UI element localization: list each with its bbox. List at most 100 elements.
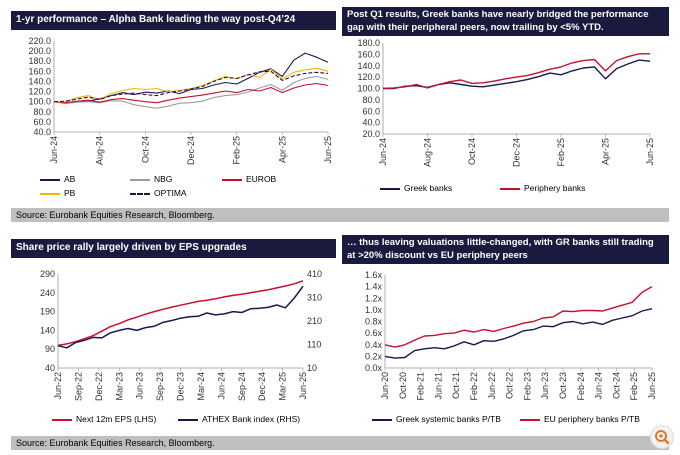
- x-tick-label: Jun-23: [540, 372, 550, 400]
- series-line-next-12m-eps-lhs-: [57, 280, 304, 347]
- y-tick-label: 120.0: [28, 87, 51, 97]
- x-tick-label: Jun-24: [594, 372, 604, 400]
- x-tick-label: Oct-24: [467, 138, 477, 165]
- legend-label: EU periphery banks P/TB: [544, 414, 640, 424]
- y-tick-label: 0.6x: [365, 328, 383, 338]
- y-tick-label: 160.0: [357, 49, 380, 59]
- x-tick-label: Dec-23: [176, 372, 186, 401]
- legend-label: OPTIMA: [154, 188, 187, 198]
- x-tick-label: Sep-24: [237, 372, 247, 401]
- y-tick-label: 0.8x: [365, 317, 383, 327]
- legend-item-athex: ATHEX Bank index (RHS): [178, 414, 300, 424]
- y-tick-label: 1.6x: [365, 270, 383, 280]
- legend-item-greek-ptb: Greek systemic banks P/TB: [372, 414, 501, 424]
- y-right-tick-label: 310: [307, 293, 322, 303]
- x-tick-label: Jun-20: [380, 372, 390, 400]
- legend-label: Greek banks: [404, 183, 453, 193]
- zoom-icon[interactable]: [650, 425, 674, 449]
- legend: Next 12m EPS (LHS) ATHEX Bank index (RHS…: [52, 414, 342, 428]
- y-tick-label: 1.2x: [365, 293, 383, 303]
- legend-label: Next 12m EPS (LHS): [76, 414, 157, 424]
- legend: Greek banks Periphery banks: [380, 183, 660, 197]
- y-tick-label: 40.0: [33, 127, 51, 137]
- legend: Greek systemic banks P/TB EU periphery b…: [372, 414, 672, 428]
- x-tick-label: Oct-24: [611, 372, 621, 399]
- legend-label: PB: [64, 188, 76, 198]
- legend-label: Greek systemic banks P/TB: [396, 414, 501, 424]
- y-tick-label: 60.0: [362, 106, 380, 116]
- x-tick-label: Oct-21: [451, 372, 461, 399]
- y-tick-label: 90: [45, 344, 55, 354]
- legend-swatch: [52, 418, 72, 421]
- series-line-eu-periphery-banks-p-tb: [384, 285, 653, 348]
- legend-swatch: [380, 187, 400, 190]
- x-tick-label: Dec-22: [94, 372, 104, 401]
- legend-label: EUROB: [246, 174, 277, 184]
- legend-swatch: [520, 418, 540, 421]
- y-tick-label: 290: [40, 269, 55, 279]
- y-tick-label: 160.0: [28, 66, 51, 76]
- x-tick-label: Feb-21: [416, 372, 426, 401]
- x-tick-label: Jun-24: [378, 138, 388, 166]
- legend-item-ab: AB: [40, 174, 75, 184]
- y-tick-label: 190: [40, 307, 55, 317]
- x-tick-label: Jun-25: [645, 138, 655, 166]
- legend-swatch: [372, 418, 392, 421]
- y-tick-label: 0.2x: [365, 351, 383, 361]
- legend-label: NBG: [154, 174, 173, 184]
- legend-item-optima: OPTIMA: [130, 188, 187, 198]
- y-tick-label: 180.0: [357, 38, 380, 48]
- x-tick-label: Oct-22: [505, 372, 515, 399]
- panel-title: Share price rally largely driven by EPS …: [11, 239, 336, 258]
- x-tick-label: Sep-23: [155, 372, 165, 401]
- x-tick-label: Mar-23: [114, 372, 124, 401]
- x-tick-label: Sep-22: [73, 372, 83, 401]
- panel-title: 1-yr performance – Alpha Bank leading th…: [11, 11, 336, 30]
- x-tick-label: Feb-23: [522, 372, 532, 401]
- x-tick-label: Dec-24: [186, 136, 196, 165]
- x-tick-label: Jun-22: [53, 372, 63, 400]
- y-tick-label: 120.0: [357, 72, 380, 82]
- x-tick-label: Feb-22: [469, 372, 479, 401]
- x-tick-label: Jun-25: [647, 372, 657, 400]
- legend-swatch: [500, 187, 520, 190]
- y-tick-label: 40: [45, 363, 55, 373]
- y-tick-label: 0.4x: [365, 340, 383, 350]
- y-tick-label: 1.0x: [365, 305, 383, 315]
- panel-title: … thus leaving valuations little-changed…: [342, 235, 669, 264]
- x-tick-label: Jun-21: [433, 372, 443, 400]
- x-tick-label: Jun-23: [135, 372, 145, 400]
- y-tick-label: 180.0: [28, 56, 51, 66]
- y-tick-label: 80.0: [33, 107, 51, 117]
- series-line-periphery-banks: [382, 53, 650, 90]
- y-tick-label: 80.0: [362, 95, 380, 105]
- panel-title: Post Q1 results, Greek banks have nearly…: [342, 7, 669, 36]
- x-tick-label: Feb-24: [576, 372, 586, 401]
- legend-swatch: [130, 192, 150, 195]
- legend-label: ATHEX Bank index (RHS): [202, 414, 301, 424]
- y-right-tick-label: 10: [307, 363, 317, 373]
- x-tick-label: Mar-25: [278, 372, 288, 401]
- y-tick-label: 0.0x: [365, 363, 383, 373]
- x-tick-label: Dec-24: [512, 138, 522, 167]
- x-tick-label: Feb-25: [232, 136, 242, 165]
- legend-swatch: [222, 178, 242, 181]
- x-tick-label: Aug-24: [423, 138, 433, 167]
- legend-label: Periphery banks: [524, 183, 586, 193]
- legend-item-eu-ptb: EU periphery banks P/TB: [520, 414, 640, 424]
- y-tick-label: 200.0: [28, 46, 51, 56]
- legend-item-periphery-banks: Periphery banks: [500, 183, 585, 193]
- series-line-greek-systemic-banks-p-tb: [384, 308, 653, 359]
- source-note: Source: Eurobank Equities Research, Bloo…: [11, 208, 669, 222]
- y-tick-label: 100.0: [357, 84, 380, 94]
- y-tick-label: 20.0: [362, 129, 380, 139]
- x-tick-label: Jun-24: [49, 136, 59, 164]
- legend-item-eps: Next 12m EPS (LHS): [52, 414, 156, 424]
- source-note: Source: Eurobank Equities Research, Bloo…: [11, 436, 669, 450]
- x-tick-label: Oct-20: [398, 372, 408, 399]
- x-tick-label: Apr-25: [601, 138, 611, 165]
